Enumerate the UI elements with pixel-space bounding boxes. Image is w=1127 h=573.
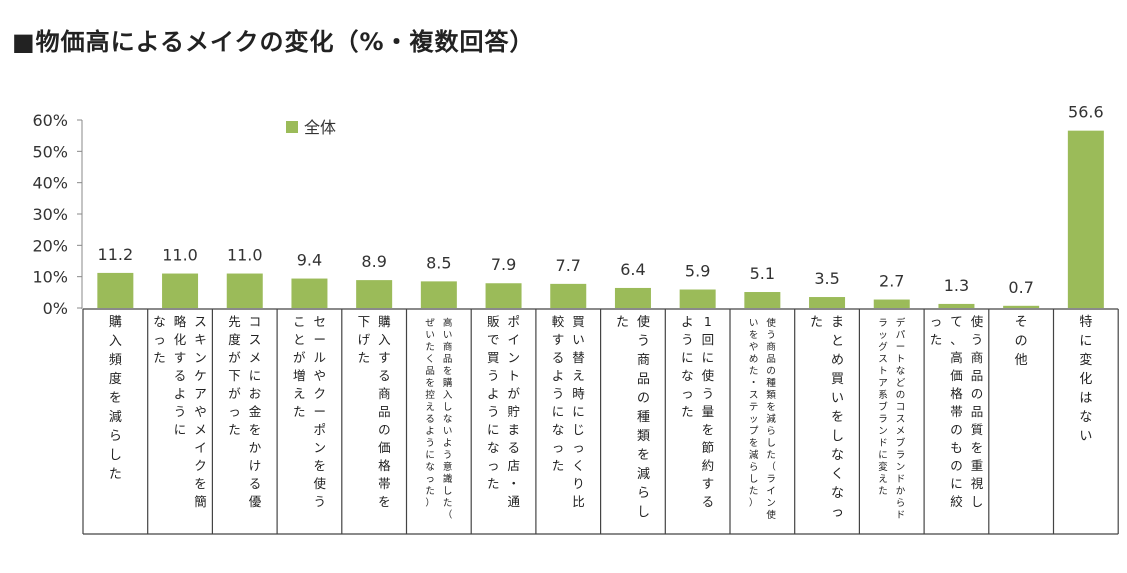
category-label: その他 — [1015, 315, 1028, 368]
data-label: 2.7 — [879, 272, 904, 291]
category-label-column: 買い替え時にじっくり比 — [572, 314, 585, 509]
data-label: 9.4 — [297, 251, 322, 270]
bar — [744, 292, 781, 308]
bar — [550, 283, 587, 308]
category-label-column: 販で買うようになった — [487, 314, 500, 491]
category-label-column: て、高価格帯のものに絞 — [950, 314, 963, 509]
bar — [162, 273, 199, 308]
legend-label: 全体 — [304, 118, 336, 137]
bar — [614, 287, 651, 308]
category-label-column: 使う商品の品質を重視し — [971, 314, 984, 509]
category-label-column: ことが増えた — [293, 314, 306, 419]
data-label: 11.2 — [98, 245, 134, 264]
category-label-column: 下げた — [358, 314, 371, 365]
y-tick-label: 40% — [32, 174, 68, 193]
y-tick-label: 10% — [32, 268, 68, 287]
bar — [485, 283, 522, 308]
data-label: 5.1 — [750, 264, 775, 283]
y-tick-label: 20% — [32, 236, 68, 255]
category-label-column: 略化するように — [174, 314, 187, 437]
bar — [420, 281, 457, 308]
category-label-column: スキンケアやメイクを簡 — [194, 314, 207, 509]
data-label: 8.5 — [426, 253, 451, 272]
data-label: 7.7 — [556, 256, 581, 275]
category-label: 購入頻度を減らした — [109, 315, 122, 482]
category-label-column: ようになった — [681, 314, 694, 419]
data-label: 1.3 — [944, 276, 969, 295]
data-label: 3.5 — [814, 269, 839, 288]
category-label-column: 1 回に使う量を節約する — [702, 314, 715, 509]
data-label: 0.7 — [1008, 278, 1033, 297]
category-label-column: 先度が下がった — [228, 314, 241, 437]
category-label: 使う商品の種類を減らした — [616, 314, 650, 520]
y-tick-label: 60% — [32, 111, 68, 130]
bar — [97, 272, 134, 308]
category-label-column: 購入頻度を減らした — [109, 315, 122, 482]
y-tick-label: 0% — [43, 299, 68, 318]
category-label-column: 使う商品の種類を減らし — [637, 314, 650, 520]
data-label: 5.9 — [685, 262, 710, 281]
category-label: 特に変化はない — [1079, 315, 1092, 444]
category-label-column: セールやクーポンを使う — [313, 314, 326, 509]
category-label: 高い商品を購入しないよう意識した（ ぜいたく品を控えるようになった） — [425, 317, 453, 521]
category-label-column: 使う商品の種類を減らした（ライン使 — [766, 317, 776, 521]
bar — [938, 303, 975, 308]
category-label-column: まとめ買いをしなくなっ — [831, 315, 844, 520]
category-label-column: デパートなどのコスメブランドからド — [896, 317, 906, 521]
bar — [226, 273, 263, 308]
category-label-column: た — [616, 315, 629, 330]
category-label-column: った — [930, 314, 943, 347]
category-label-column: 特に変化はない — [1079, 315, 1092, 444]
data-label: 8.9 — [361, 252, 386, 271]
data-label: 11.0 — [162, 246, 198, 265]
bar — [291, 278, 328, 308]
data-label: 7.9 — [491, 255, 516, 274]
category-label-column: ポイントが貯まる店・通 — [508, 314, 521, 509]
bar — [1003, 305, 1040, 308]
data-label: 11.0 — [227, 246, 263, 265]
bar — [809, 297, 846, 308]
bar — [1067, 130, 1104, 308]
bar — [679, 289, 716, 308]
bar — [873, 299, 910, 308]
data-label: 6.4 — [620, 260, 645, 279]
chart-title: ■物価高によるメイクの変化（%・複数回答） — [12, 28, 535, 56]
category-label-column: コスメにお金をかける優 — [249, 314, 262, 509]
category-label-column: ラッグストア系ブランドに変えた — [878, 318, 888, 497]
category-label-column: た — [810, 315, 823, 330]
data-label: 56.6 — [1068, 103, 1104, 122]
category-label-column: ぜいたく品を控えるようになった） — [425, 318, 435, 509]
y-tick-label: 50% — [32, 142, 68, 161]
category-label-column: いをやめた・ステップを減らした） — [749, 318, 759, 509]
category-label-column: 購入する商品の価格帯を — [378, 314, 391, 509]
category-label-column: その他 — [1015, 315, 1028, 368]
category-label-column: 較するようになった — [552, 314, 565, 473]
bar — [356, 280, 393, 308]
category-label-column: なった — [153, 314, 166, 365]
category-label-column: 高い商品を購入しないよう意識した（ — [443, 317, 453, 521]
legend-swatch — [286, 121, 298, 133]
y-tick-label: 30% — [32, 205, 68, 224]
